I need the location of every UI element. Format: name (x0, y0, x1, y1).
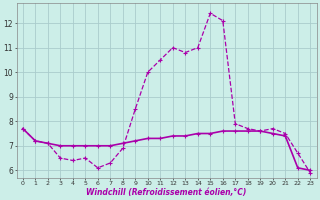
X-axis label: Windchill (Refroidissement éolien,°C): Windchill (Refroidissement éolien,°C) (86, 188, 247, 197)
